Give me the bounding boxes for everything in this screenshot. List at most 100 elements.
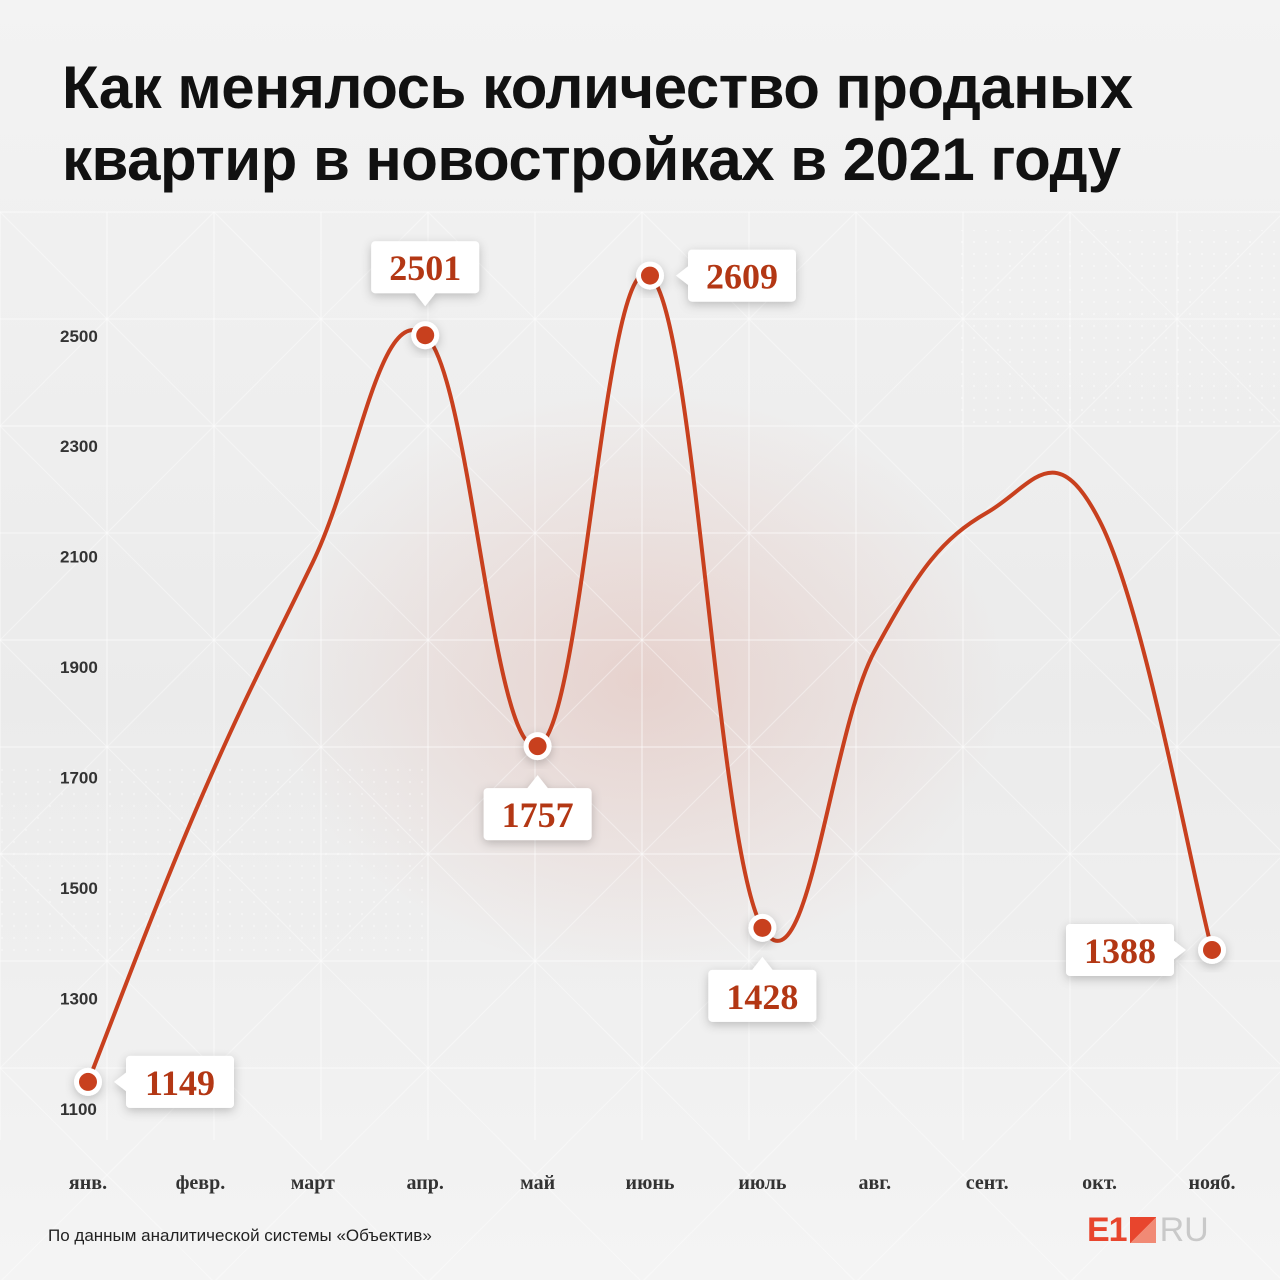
data-point-marker xyxy=(79,1072,97,1091)
y-axis: 1100 1300 1500 1700 1900 2100 2300 2500 xyxy=(60,327,98,1119)
background-pattern xyxy=(0,211,1280,1280)
pattern-diagonal xyxy=(427,853,643,1069)
chart-title-line-1: Как менялось количество проданых xyxy=(62,54,1133,121)
x-tick-label: июль xyxy=(738,1172,787,1194)
data-label-box xyxy=(114,1055,234,1108)
pattern-diagonal xyxy=(855,853,1071,1069)
data-label-box xyxy=(483,775,592,841)
data-label-background xyxy=(126,1055,234,1108)
x-tick-label: апр. xyxy=(407,1172,444,1194)
pattern-diagonal xyxy=(213,425,429,641)
logo-square-icon xyxy=(1129,1217,1156,1243)
y-tick-label: 1300 xyxy=(60,990,98,1009)
pattern-diagonal xyxy=(1069,853,1280,1065)
pattern-dots xyxy=(960,230,1280,430)
y-tick-label: 2100 xyxy=(60,548,98,567)
pattern-diagonal xyxy=(215,1067,429,1280)
pattern-diagonal xyxy=(641,639,857,855)
pattern-diagonal xyxy=(641,211,857,427)
data-label: 1388 xyxy=(1084,931,1156,971)
data-label-pointer xyxy=(1173,939,1186,960)
pattern-diagonal xyxy=(643,1067,857,1280)
x-tick-label: май xyxy=(520,1172,555,1194)
data-points xyxy=(74,261,1226,1096)
data-label-box xyxy=(371,241,480,307)
data-point-marker xyxy=(1203,940,1221,959)
pattern-diagonal xyxy=(641,853,857,1069)
pattern-diagonal xyxy=(0,1067,213,1280)
y-tick-label: 1100 xyxy=(60,1100,97,1119)
pattern-diagonal xyxy=(0,211,215,427)
pattern-diagonal xyxy=(427,211,643,427)
pattern-diagonal xyxy=(0,425,215,641)
pattern-diagonal xyxy=(855,853,1071,1069)
source-note: По данным аналитической системы «Объекти… xyxy=(48,1226,432,1245)
data-label-box xyxy=(676,249,796,302)
pattern-diagonal xyxy=(427,1067,641,1280)
chart-title-line-2: квартир в новостройках в 2021 году xyxy=(62,126,1121,193)
y-tick-label: 1500 xyxy=(60,879,98,898)
y-tick-label: 2500 xyxy=(60,327,98,346)
pattern-dots xyxy=(0,760,430,960)
data-point-marker xyxy=(753,918,772,937)
data-label-pointer xyxy=(114,1071,127,1092)
pattern-diagonal xyxy=(641,853,857,1069)
y-tick-label: 1900 xyxy=(60,658,98,677)
e1-logo: E1 RU xyxy=(1087,1210,1209,1249)
pattern-diagonal xyxy=(1069,425,1280,637)
x-tick-label: авг. xyxy=(858,1172,891,1194)
x-tick-label: окт. xyxy=(1082,1172,1117,1194)
data-label-box xyxy=(708,956,817,1022)
data-label: 2501 xyxy=(389,248,461,288)
pattern-diagonal xyxy=(855,639,1071,855)
logo-e1-text: E1 xyxy=(1087,1210,1128,1249)
data-label-pointer xyxy=(751,956,774,971)
data-label: 2609 xyxy=(706,257,778,297)
pattern-diagonal xyxy=(857,1067,1071,1280)
x-tick-label: сент. xyxy=(966,1172,1009,1194)
x-axis: янв. февр. март апр. май июнь июль авг. сент. окт… xyxy=(69,1172,1236,1194)
data-label-background xyxy=(708,969,817,1022)
data-label-background xyxy=(483,788,592,841)
pattern-diagonal xyxy=(213,211,429,427)
pattern-diagonal xyxy=(1069,857,1280,1069)
data-label-box xyxy=(1066,923,1186,976)
pattern-diagonal xyxy=(213,1067,427,1280)
data-label-background xyxy=(371,241,480,294)
x-tick-label: июнь xyxy=(626,1172,675,1194)
pattern-diagonal xyxy=(427,425,643,641)
x-tick-label: февр. xyxy=(176,1172,226,1194)
chart-title: Как менялось количество проданых квартир… xyxy=(62,52,1222,196)
data-point-marker xyxy=(528,737,547,756)
pattern-diagonal xyxy=(641,639,857,855)
pattern-diagonal xyxy=(1069,1067,1280,1279)
data-label-pointer xyxy=(414,292,437,307)
pattern-diagonal xyxy=(427,853,643,1069)
logo-ru-text: RU xyxy=(1159,1210,1209,1249)
pattern-diagonal xyxy=(641,425,857,641)
pattern-diagonal xyxy=(855,425,1071,641)
pattern-diagonal xyxy=(641,211,857,427)
pattern-diagonal xyxy=(1069,429,1280,641)
data-label-pointer xyxy=(526,775,549,790)
x-tick-label: март xyxy=(291,1172,335,1194)
pattern-diagonal xyxy=(641,425,857,641)
y-tick-label: 1700 xyxy=(60,769,98,788)
pattern-diagonal xyxy=(855,639,1071,855)
pattern-diagonal xyxy=(855,1067,1069,1280)
data-label: 1428 xyxy=(726,977,798,1017)
pattern-diagonal xyxy=(213,425,429,641)
pattern-diagonal xyxy=(429,1067,643,1280)
data-label: 1149 xyxy=(145,1063,215,1103)
pattern-diagonal xyxy=(0,425,215,641)
x-tick-label: нояб. xyxy=(1189,1172,1236,1194)
pattern-diagonal xyxy=(1069,643,1280,855)
x-tick-label: янв. xyxy=(69,1172,107,1194)
data-label: 1757 xyxy=(502,795,574,835)
pattern-diagonal xyxy=(855,425,1071,641)
data-point-marker xyxy=(641,266,659,285)
pattern-diagonal xyxy=(641,1067,855,1280)
pattern-diagonal xyxy=(0,211,215,427)
pattern-diagonal xyxy=(1069,639,1280,851)
